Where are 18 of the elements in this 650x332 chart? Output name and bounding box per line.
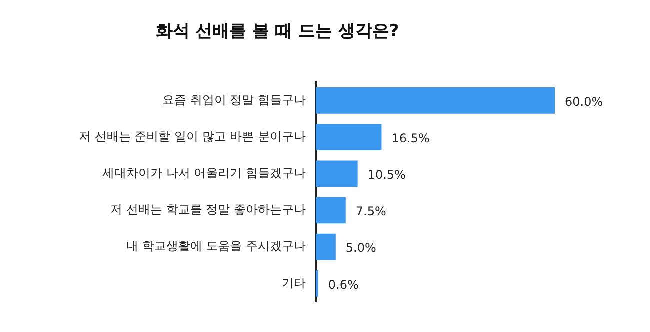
bar xyxy=(316,124,382,150)
chart-title: 화석 선배를 볼 때 드는 생각은? xyxy=(156,22,400,42)
bar xyxy=(316,88,555,114)
y-tick-label: 세대차이가 나서 어울리기 힘들겠구나 xyxy=(102,166,306,180)
y-tick-label: 기타 xyxy=(282,276,306,290)
data-label: 10.5% xyxy=(368,168,406,182)
bar xyxy=(316,197,346,224)
y-tick-label: 저 선배는 준비할 일이 많고 바쁜 분이구나 xyxy=(79,129,306,144)
y-tick-label: 요즘 취업이 정말 힘들구나 xyxy=(162,92,306,107)
bar xyxy=(316,234,336,260)
bar xyxy=(316,160,358,188)
data-label: 16.5% xyxy=(392,131,430,146)
data-label: 5.0% xyxy=(346,241,376,256)
data-label: 7.5% xyxy=(356,204,386,219)
data-label: 60.0% xyxy=(565,94,604,109)
y-tick-label: 저 선배는 학교를 정말 좋아하는구나 xyxy=(110,202,306,217)
data-label: 0.6% xyxy=(328,278,359,292)
y-tick-label: 내 학교생활에 도움을 주시겠구나 xyxy=(126,239,306,254)
